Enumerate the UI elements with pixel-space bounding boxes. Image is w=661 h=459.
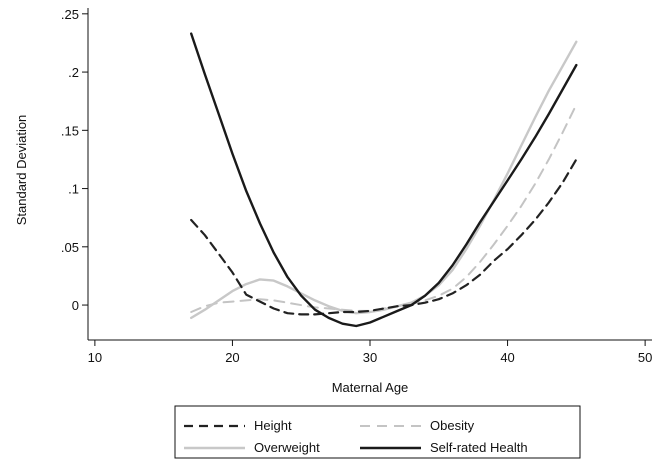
x-axis-label: Maternal Age — [332, 380, 409, 395]
x-tick-label: 50 — [638, 350, 652, 365]
x-tick-label: 10 — [88, 350, 102, 365]
legend-box — [174, 405, 581, 459]
x-tick-label: 30 — [363, 350, 377, 365]
y-tick-label: .25 — [61, 7, 79, 22]
legend-label-self-rated-health: Self-rated Health — [430, 440, 528, 455]
x-tick-label: 40 — [500, 350, 514, 365]
x-tick-label: 20 — [225, 350, 239, 365]
y-axis-label: Standard Deviation — [14, 115, 29, 226]
legend: Height Obesity Overweight Self-rated Hea… — [174, 405, 581, 459]
y-tick-label: 0 — [72, 298, 79, 313]
series-line-obesity — [190, 103, 578, 313]
series-line-height — [190, 158, 578, 316]
y-tick-label: .15 — [61, 123, 79, 138]
series-line-self-rated-health — [190, 32, 578, 328]
legend-label-obesity: Obesity — [430, 418, 475, 433]
legend-label-overweight: Overweight — [254, 440, 320, 455]
legend-label-height: Height — [254, 418, 292, 433]
y-tick-label: .2 — [68, 65, 79, 80]
y-tick-label: .1 — [68, 182, 79, 197]
axes: 0 .05 .1 .15 .2 .25 10 20 30 40 50 — [61, 7, 652, 365]
y-tick-label: .05 — [61, 240, 79, 255]
series-line-overweight — [190, 40, 578, 320]
series-layer — [190, 32, 578, 328]
